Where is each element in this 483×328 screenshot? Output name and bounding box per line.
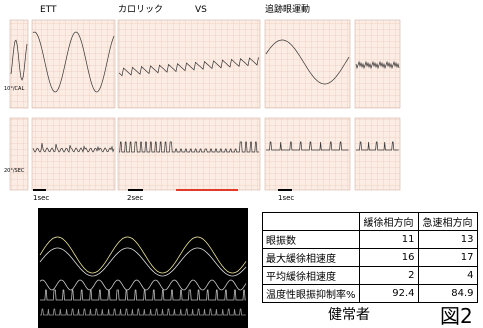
panel: [355, 118, 400, 190]
recording-panels: [10, 20, 400, 190]
cell: 11: [359, 231, 418, 249]
label-vs: VS: [195, 5, 207, 15]
cell: 17: [418, 249, 477, 267]
label-ett: ETT: [40, 5, 57, 15]
page: ETT カロリック VS 追跡眼運動 10°/CAL 20°/SEC 1sec …: [0, 0, 483, 328]
panel: [118, 20, 260, 108]
col-header: 急速相方向: [418, 213, 477, 231]
panel: [118, 118, 260, 190]
figure-number: 図2: [440, 300, 473, 328]
row-label: 眼振数: [263, 231, 360, 249]
cell: 4: [418, 267, 477, 285]
time-mark: 1sec: [33, 194, 49, 202]
panel: [265, 118, 350, 190]
panel: [10, 118, 28, 190]
cell: 92.4: [359, 285, 418, 303]
col-header: 緩徐相方向: [359, 213, 418, 231]
row-label: 温度性眼振抑制率%: [263, 285, 360, 303]
scale-top: 10°/CAL: [4, 86, 24, 92]
panel: [265, 20, 350, 108]
cell: 16: [359, 249, 418, 267]
subject-caption: 健常者: [328, 304, 370, 324]
panel: [32, 118, 115, 190]
cell: 2: [359, 267, 418, 285]
row-label: 最大緩徐相速度: [263, 249, 360, 267]
row-label: 平均緩徐相速度: [263, 267, 360, 285]
label-caloric: カロリック: [118, 4, 163, 15]
panel: [32, 20, 115, 108]
time-mark: 2sec: [127, 194, 143, 202]
label-pursuit: 追跡眼運動: [265, 3, 310, 15]
cell: 13: [418, 231, 477, 249]
time-mark: 1sec: [278, 194, 294, 202]
scale-bottom: 20°/SEC: [4, 168, 25, 174]
